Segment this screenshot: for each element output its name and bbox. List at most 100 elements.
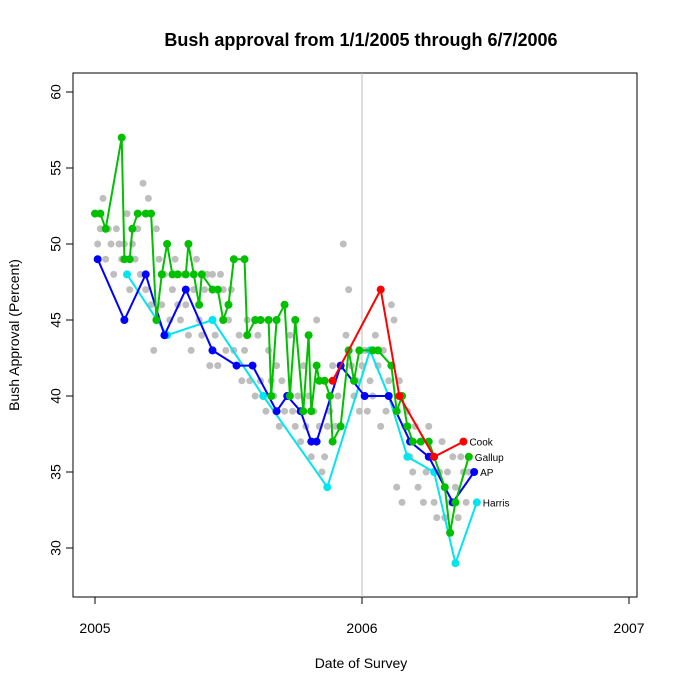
survey-point bbox=[438, 438, 446, 446]
cook-data-point bbox=[328, 376, 337, 385]
survey-point bbox=[355, 407, 363, 415]
gallup-data-point bbox=[392, 407, 401, 416]
survey-point bbox=[318, 468, 326, 476]
survey-point bbox=[112, 225, 120, 233]
gallup-data-point bbox=[312, 361, 321, 370]
gallup-series-label: Gallup bbox=[475, 453, 504, 464]
gallup-data-point bbox=[173, 270, 182, 279]
gallup-data-point bbox=[125, 255, 134, 264]
gallup-data-point bbox=[291, 316, 300, 324]
survey-point bbox=[182, 301, 190, 309]
survey-point bbox=[289, 407, 297, 415]
survey-point bbox=[339, 240, 347, 248]
ap-data-point bbox=[272, 407, 281, 416]
survey-point bbox=[323, 422, 331, 430]
survey-point bbox=[110, 270, 118, 278]
gallup-data-point bbox=[256, 316, 265, 324]
gallup-data-point bbox=[152, 316, 161, 324]
survey-point bbox=[377, 422, 385, 430]
survey-point bbox=[294, 392, 302, 400]
ap-data-point bbox=[360, 392, 369, 400]
y-tick-label: 60 bbox=[48, 84, 64, 100]
gallup-data-point bbox=[304, 331, 313, 340]
gallup-data-point bbox=[163, 240, 172, 248]
y-tick-label: 30 bbox=[48, 540, 64, 556]
harris-series-label: Harris bbox=[483, 498, 510, 509]
ap-data-point bbox=[160, 331, 169, 340]
gallup-data-point bbox=[264, 316, 273, 324]
gallup-data-point bbox=[280, 300, 289, 309]
ap-data-point bbox=[181, 285, 190, 294]
survey-point bbox=[168, 286, 176, 294]
survey-point bbox=[345, 286, 353, 294]
survey-point bbox=[176, 316, 184, 324]
survey-point bbox=[262, 407, 270, 415]
survey-point bbox=[214, 362, 222, 370]
survey-point bbox=[387, 301, 395, 309]
gallup-data-point bbox=[243, 331, 252, 340]
gallup-data-point bbox=[320, 376, 329, 385]
survey-point bbox=[123, 210, 131, 218]
harris-data-point bbox=[451, 559, 460, 568]
survey-point bbox=[329, 362, 337, 370]
ap-data-point bbox=[208, 346, 217, 355]
survey-point bbox=[275, 422, 283, 430]
gallup-data-point bbox=[349, 376, 358, 385]
gallup-data-point bbox=[219, 316, 228, 324]
survey-point bbox=[449, 453, 457, 461]
survey-point bbox=[206, 362, 214, 370]
survey-point bbox=[126, 286, 134, 294]
survey-point bbox=[299, 362, 307, 370]
gallup-data-point bbox=[157, 270, 166, 279]
y-tick-label: 45 bbox=[48, 312, 64, 328]
ap-data-point bbox=[141, 270, 150, 279]
gallup-data-point bbox=[128, 224, 137, 233]
y-tick-label: 40 bbox=[48, 388, 64, 404]
harris-data-point bbox=[403, 452, 412, 461]
survey-point bbox=[398, 498, 406, 506]
survey-point bbox=[342, 331, 350, 339]
ap-data-point bbox=[248, 361, 257, 370]
survey-point bbox=[443, 468, 451, 476]
gallup-data-point bbox=[374, 346, 383, 355]
gallup-data-point bbox=[147, 209, 156, 218]
x-tick-label: 2005 bbox=[79, 620, 110, 636]
ap-data-point bbox=[232, 361, 241, 370]
survey-point bbox=[192, 255, 200, 263]
survey-point bbox=[414, 483, 422, 491]
survey-point bbox=[208, 270, 216, 278]
y-tick-label: 35 bbox=[48, 464, 64, 480]
survey-point bbox=[419, 498, 427, 506]
survey-point bbox=[198, 331, 206, 339]
survey-point bbox=[251, 392, 259, 400]
gallup-data-point bbox=[229, 255, 238, 264]
ap-data-point bbox=[384, 392, 393, 400]
ap-data-point bbox=[470, 468, 479, 476]
gallup-data-point bbox=[189, 270, 198, 279]
ap-series-line bbox=[96, 258, 475, 505]
survey-point bbox=[430, 498, 438, 506]
gallup-data-point bbox=[224, 300, 233, 309]
gallup-data-point bbox=[408, 437, 417, 446]
survey-point bbox=[390, 316, 398, 324]
x-axis-label: Date of Survey bbox=[315, 655, 408, 671]
survey-point bbox=[385, 377, 393, 385]
survey-point bbox=[457, 453, 465, 461]
y-tick-label: 50 bbox=[48, 236, 64, 252]
gallup-data-point bbox=[355, 346, 364, 355]
gallup-data-point bbox=[181, 270, 190, 279]
gallup-data-point bbox=[446, 528, 455, 537]
chart-title: Bush approval from 1/1/2005 through 6/7/… bbox=[164, 30, 557, 50]
gallup-data-point bbox=[325, 392, 334, 400]
survey-point bbox=[286, 331, 294, 339]
cook-data-point bbox=[376, 285, 385, 294]
gallup-data-point bbox=[197, 270, 206, 279]
gallup-data-point bbox=[272, 316, 281, 324]
survey-point bbox=[115, 240, 123, 248]
gallup-data-point bbox=[307, 407, 316, 416]
series-layer bbox=[91, 133, 481, 568]
survey-point bbox=[235, 331, 243, 339]
survey-point bbox=[297, 438, 305, 446]
plot-frame bbox=[72, 72, 638, 598]
x-tick-label: 2007 bbox=[613, 620, 644, 636]
